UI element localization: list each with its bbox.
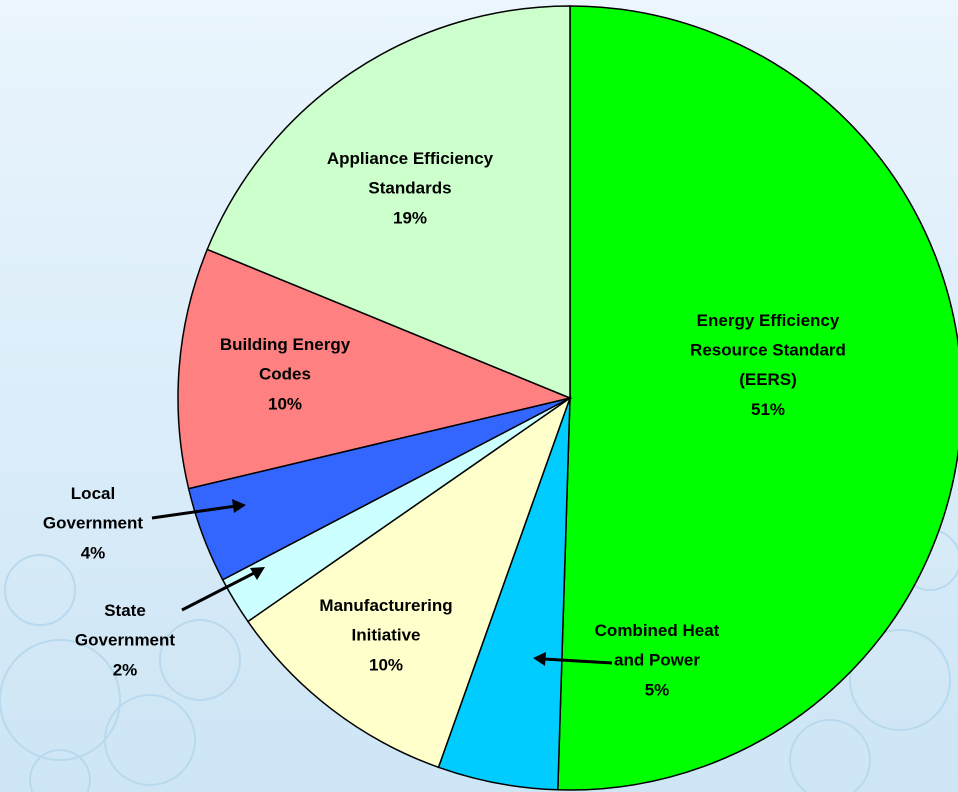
arrowheads: [232, 499, 546, 666]
pie: [177, 5, 958, 791]
slice-label: State Government: [75, 601, 175, 650]
value-label: 19%: [393, 208, 427, 227]
pie-slice: [177, 248, 573, 490]
slice-label: Combined Heat and Power: [595, 621, 720, 670]
slice-label: Energy Efficiency Resource Standard (EERS): [690, 311, 846, 389]
pie-slice: [557, 5, 958, 791]
slice-label: Manufacturering Initiative: [319, 596, 452, 645]
value-label: 5%: [645, 680, 670, 699]
value-label: 4%: [81, 543, 106, 562]
slice-label: Local Government: [43, 484, 143, 533]
value-label: 51%: [751, 400, 785, 419]
value-label: 10%: [369, 655, 403, 674]
value-label: 10%: [268, 394, 302, 413]
pie-slice: [246, 396, 572, 769]
pie-slice: [206, 5, 571, 400]
value-label: 2%: [113, 660, 138, 679]
leader-lines: [151, 504, 613, 665]
labels: Energy Efficiency Resource Standard (EERS)…: [43, 149, 846, 699]
slice-label: Building Energy Codes: [220, 335, 351, 384]
slice-label: Appliance Efficiency Standards: [327, 149, 494, 198]
